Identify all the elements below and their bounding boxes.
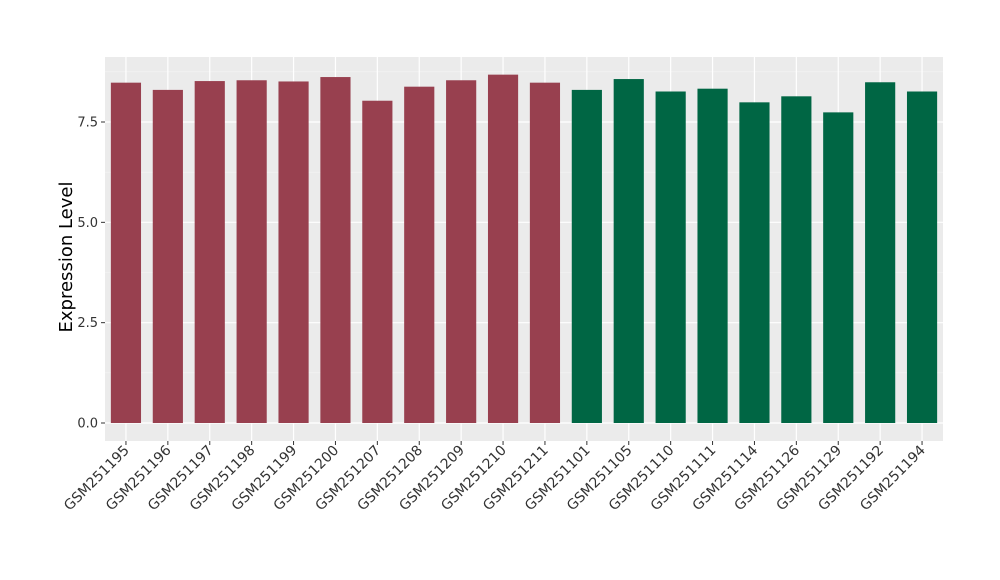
bars — [110, 74, 938, 424]
bar-GSM251198 — [236, 80, 267, 424]
bar-GSM251200 — [320, 77, 351, 424]
bar-GSM251211 — [529, 82, 561, 423]
bar-GSM251195 — [110, 82, 142, 423]
bar-GSM251197 — [194, 81, 225, 424]
bar-GSM251110 — [655, 91, 686, 424]
y-tick-label: 0.0 — [77, 417, 98, 432]
bar-GSM251199 — [278, 81, 309, 423]
bar-GSM251101 — [571, 89, 602, 423]
y-tick-label: 5.0 — [77, 216, 98, 231]
y-tick-label: 2.5 — [77, 316, 98, 331]
bar-GSM251126 — [781, 96, 812, 423]
bar-GSM251208 — [404, 86, 435, 423]
bar-GSM251111 — [697, 88, 728, 423]
bar-GSM251105 — [613, 79, 644, 423]
y-axis-title: Expression Level — [56, 182, 77, 333]
bar-GSM251192 — [865, 82, 896, 423]
plot-panel — [105, 57, 943, 441]
bar-GSM251207 — [362, 100, 393, 423]
bar-GSM251129 — [823, 112, 854, 424]
bar-GSM251210 — [487, 74, 519, 423]
x-axis: GSM251195GSM251196GSM251197GSM251198GSM2… — [61, 441, 929, 514]
bar-GSM251209 — [446, 80, 477, 424]
bar-GSM251114 — [739, 102, 770, 424]
bar-GSM251194 — [906, 91, 938, 424]
y-tick-label: 7.5 — [77, 116, 98, 131]
y-axis: 0.0 2.5 5.0 7.5 — [77, 116, 105, 432]
bar-GSM251196 — [152, 89, 183, 423]
